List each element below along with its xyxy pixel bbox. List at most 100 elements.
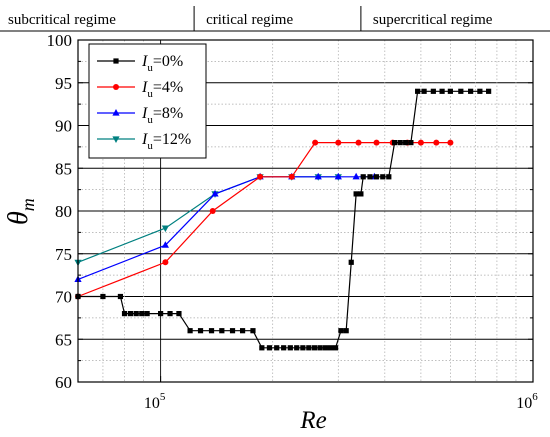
data-point — [373, 139, 380, 146]
data-point — [447, 139, 454, 146]
y-axis-title-main: θ — [3, 211, 34, 225]
data-point — [288, 173, 295, 180]
data-point — [477, 88, 483, 94]
data-point — [433, 139, 440, 146]
y-tick-label: 85 — [55, 159, 72, 178]
x-tick-label: 105 — [144, 391, 166, 412]
data-point — [161, 241, 169, 248]
data-point — [373, 174, 380, 180]
data-point — [219, 328, 225, 334]
legend-label-rest: =12% — [153, 131, 191, 148]
data-point — [133, 311, 139, 317]
data-point — [250, 328, 256, 334]
series-0 — [75, 88, 492, 351]
x-tick-exp: 5 — [160, 391, 166, 403]
data-point — [386, 174, 392, 180]
data-point — [358, 191, 364, 197]
x-tick-base: 10 — [144, 395, 160, 412]
regime-label: supercritical regime — [373, 12, 493, 28]
series-line — [77, 176, 375, 280]
legend-marker — [112, 109, 120, 116]
data-point — [239, 328, 246, 334]
x-tick-exp: 6 — [532, 391, 538, 403]
legend-label-sub: u — [147, 140, 153, 152]
legend-label-main: I — [141, 79, 148, 96]
data-point — [161, 225, 169, 233]
legend-marker — [113, 84, 119, 90]
data-point — [187, 328, 193, 334]
legend-label-sub: u — [147, 62, 153, 74]
data-point — [447, 88, 453, 94]
x-tick-base: 10 — [516, 395, 532, 412]
series-3 — [74, 174, 342, 267]
y-tick-label: 70 — [55, 288, 72, 307]
data-point — [100, 293, 106, 300]
data-point — [352, 172, 360, 180]
data-point — [334, 172, 342, 180]
legend-label-sub: u — [147, 88, 153, 100]
data-point — [360, 174, 366, 180]
data-point — [167, 311, 173, 317]
data-point — [176, 311, 182, 317]
data-point — [257, 173, 264, 180]
data-point — [311, 345, 318, 351]
data-point — [259, 345, 265, 351]
series-2 — [74, 172, 378, 282]
y-tick-label: 90 — [55, 117, 72, 136]
data-point — [287, 345, 293, 351]
y-axis-title: θm — [3, 198, 38, 225]
legend-label-main: I — [141, 105, 148, 122]
data-point — [392, 140, 398, 146]
y-tick-label: 65 — [55, 330, 72, 349]
y-axis-title-sub: m — [18, 198, 38, 211]
data-point — [274, 345, 280, 351]
regime-label: critical regime — [206, 12, 293, 28]
regime-band: subcritical regime critical regime supercr… — [0, 6, 550, 32]
data-point — [421, 88, 427, 94]
data-point — [417, 139, 424, 146]
data-point — [367, 174, 373, 180]
legend-label: Iu=0% — [141, 53, 183, 74]
axis-titles: Re θm — [3, 198, 327, 434]
x-tick-label: 106 — [516, 391, 538, 412]
legend-marker — [112, 136, 120, 143]
data-point — [229, 328, 236, 334]
y-tick-label: 60 — [55, 373, 72, 392]
data-point — [486, 88, 492, 94]
data-point — [300, 345, 306, 351]
data-point — [139, 311, 145, 317]
data-point — [355, 139, 362, 146]
data-point — [353, 191, 359, 197]
legend-label-rest: =0% — [153, 53, 183, 70]
data-point — [468, 88, 474, 94]
y-tick-label: 95 — [55, 74, 72, 93]
data-point — [335, 139, 342, 146]
data-point — [121, 311, 128, 317]
data-point — [343, 328, 349, 334]
data-point — [338, 328, 344, 334]
plot-series — [74, 88, 492, 351]
series-1 — [75, 139, 454, 300]
legend-label: Iu=12% — [141, 131, 191, 152]
legend-label: Iu=8% — [141, 105, 183, 126]
regime-label: subcritical regime — [8, 12, 116, 28]
data-point — [332, 345, 339, 351]
data-point — [158, 311, 164, 317]
legend-label: Iu=4% — [141, 79, 183, 100]
data-point — [317, 345, 323, 351]
data-point — [312, 139, 319, 146]
data-point — [327, 345, 334, 351]
data-point — [439, 88, 445, 94]
data-point — [306, 345, 312, 351]
data-point — [397, 140, 403, 146]
legend-label-rest: =4% — [153, 79, 183, 96]
legend: Iu=0%Iu=4%Iu=8%Iu=12% — [88, 43, 207, 159]
data-point — [208, 328, 215, 334]
data-point — [266, 345, 273, 351]
y-tick-label: 75 — [55, 245, 72, 264]
data-point — [322, 345, 328, 351]
legend-label-main: I — [141, 53, 148, 70]
data-point — [408, 140, 414, 146]
